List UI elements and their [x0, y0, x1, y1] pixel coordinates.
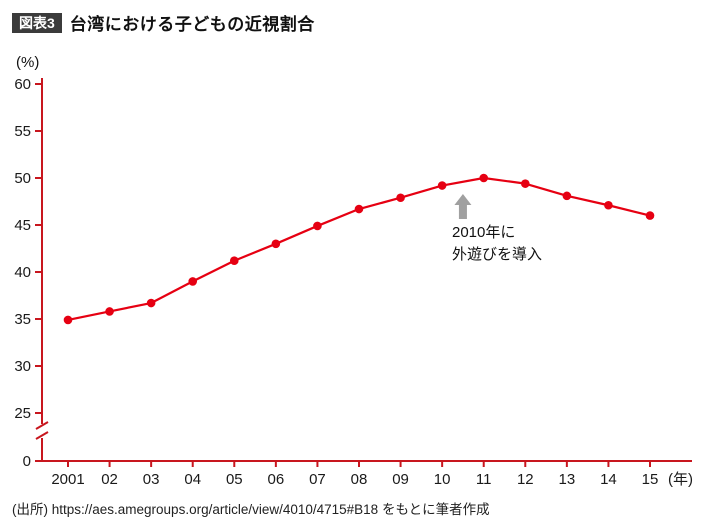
- x-axis-tick-label: 03: [143, 471, 160, 488]
- data-point: [146, 298, 156, 308]
- y-axis-tick-label: 60: [14, 76, 31, 93]
- source-line: (出所) https://aes.amegroups.org/article/v…: [12, 502, 490, 517]
- data-point: [313, 221, 322, 231]
- data-point: [354, 204, 364, 214]
- data-point: [229, 256, 239, 266]
- figure-number-badge: 図表3: [12, 12, 62, 33]
- axis-break-mark: [35, 421, 49, 440]
- x-axis-unit-label: (年): [668, 471, 693, 488]
- y-axis-tick-label: 35: [14, 311, 31, 328]
- data-point: [105, 307, 114, 316]
- data-point: [437, 181, 447, 190]
- y-axis-unit-label: (%): [16, 54, 40, 71]
- y-axis-tick-label: 0: [23, 453, 31, 470]
- y-axis-tick-label: 30: [14, 358, 31, 375]
- data-point: [604, 200, 613, 210]
- x-axis-tick-label: 05: [226, 471, 243, 488]
- myopia-line-chart: 60 55 50 45 40 35 30 25 0 2001 02 03 04 05 06 07 08 09 10 1…: [0, 66, 710, 496]
- y-axis-tick-label: 25: [14, 405, 31, 422]
- chart-annotation: 2010年に 外遊びを導入: [452, 222, 542, 266]
- annotation-line-2: 外遊びを導入: [452, 246, 543, 263]
- x-axis-tick-label: 02: [101, 471, 118, 488]
- x-axis-tick-label: 13: [559, 471, 576, 488]
- chart-title: 台湾における子どもの近視割合: [69, 15, 315, 34]
- y-axis-tick-label: 50: [14, 170, 31, 187]
- x-axis-tick-label: 08: [351, 471, 368, 488]
- data-point: [396, 193, 405, 203]
- y-axis-tick-label: 55: [14, 123, 31, 140]
- y-axis-tick-label: 40: [14, 264, 31, 281]
- chart-svg: 60 55 50 45 40 35 30 25 0 2001 02 03 04 05 06 07 08 09 10 1…: [14, 76, 693, 488]
- x-axis-tick-label: 06: [268, 471, 285, 488]
- data-line: [67, 176, 651, 322]
- x-axis-tick-label: 2001: [51, 471, 84, 488]
- chart-header: 図表3 台湾における子どもの近視割合: [12, 10, 315, 35]
- data-point: [479, 173, 489, 183]
- data-point: [271, 239, 281, 249]
- data-point: [63, 315, 73, 325]
- data-point: [562, 191, 572, 201]
- x-axis-tick-label: 04: [184, 471, 201, 488]
- x-axis-tick-label: 07: [309, 471, 326, 488]
- up-arrow-icon: [454, 194, 472, 219]
- x-axis-tick-label: 11: [476, 471, 492, 488]
- x-axis-tick-label: 12: [517, 471, 534, 488]
- data-point: [188, 277, 198, 286]
- data-point: [520, 179, 530, 188]
- annotation-line-1: 2010年に: [452, 224, 516, 241]
- x-axis-tick-label: 15: [642, 471, 659, 488]
- x-axis-tick-label: 14: [600, 471, 617, 488]
- x-axis-tick-label: 09: [392, 471, 409, 488]
- data-point: [645, 211, 655, 220]
- x-axis-tick-label: 10: [434, 471, 451, 488]
- y-axis-tick-label: 45: [14, 217, 31, 234]
